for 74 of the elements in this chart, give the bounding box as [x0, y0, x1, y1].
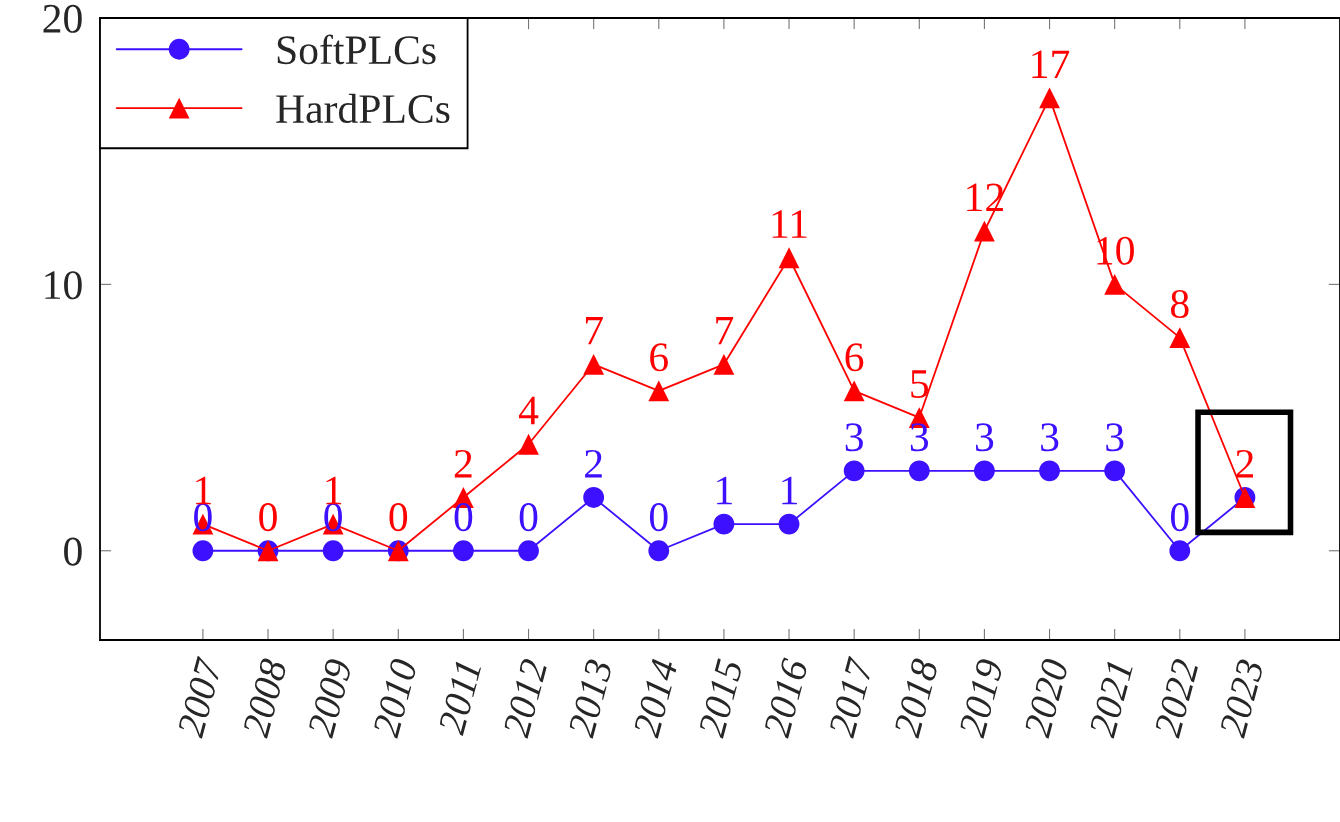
data-label: 17 [1032, 50, 1070, 78]
x-tick-label: 2018 [893, 657, 939, 739]
x-tick-label: 2013 [567, 658, 613, 739]
y-tick-label: 0 [64, 537, 82, 566]
point [1039, 460, 1060, 482]
x-tick-label: 2022 [1153, 657, 1200, 739]
point [778, 513, 800, 535]
data-label: 3 [1106, 423, 1124, 452]
x-tick-label: 2020 [1023, 657, 1069, 739]
x-tick-label: 2021 [1088, 660, 1134, 739]
point [518, 540, 539, 562]
data-label: 0 [1170, 503, 1189, 532]
data-label: 1 [717, 476, 732, 505]
data-label: 2 [1236, 449, 1254, 478]
point [1104, 273, 1126, 295]
legend-label: SoftPLCs [277, 34, 436, 65]
data-label: 3 [845, 423, 863, 452]
x-tick-label: 2012 [502, 657, 548, 739]
data-label: 11 [772, 210, 807, 238]
y-tick-label: 20 [43, 4, 82, 33]
data-label: 7 [716, 317, 734, 345]
data-label: 2 [585, 449, 602, 478]
point [648, 380, 670, 402]
data-label: 1 [782, 476, 797, 505]
point [1169, 327, 1191, 349]
data-label: 0 [194, 503, 212, 532]
data-label: 3 [910, 423, 929, 452]
point [518, 433, 539, 455]
data-label: 0 [649, 503, 668, 532]
x-tick-label: 2008 [242, 657, 288, 739]
data-label: 8 [1170, 289, 1189, 319]
point [192, 540, 214, 562]
x-tick-label: 2011 [437, 660, 482, 737]
data-label: 6 [845, 343, 864, 372]
point [648, 540, 670, 562]
point [1169, 540, 1191, 562]
data-label: 5 [911, 370, 929, 398]
point [843, 460, 865, 482]
x-tick-label: 2014 [632, 657, 679, 739]
point [583, 487, 605, 508]
point [778, 247, 800, 269]
x-tick-label: 2017 [828, 655, 874, 739]
data-label: 0 [389, 503, 408, 532]
data-label: 0 [259, 503, 277, 532]
y-tick-label: 10 [45, 271, 82, 300]
data-label: 1 [196, 476, 211, 505]
point [908, 460, 930, 482]
data-label: 2 [454, 449, 472, 478]
data-label: 3 [1041, 423, 1059, 452]
data-label: 6 [650, 343, 668, 372]
x-tick-label: 2019 [958, 657, 1004, 739]
x-tick-label: 2009 [307, 657, 353, 739]
point [973, 220, 995, 242]
data-label: 1 [326, 476, 342, 505]
point [583, 353, 605, 375]
x-tick-label: 2023 [1218, 658, 1265, 739]
point [1104, 460, 1126, 482]
point [322, 540, 344, 562]
point [1039, 87, 1060, 109]
point [713, 513, 735, 535]
x-tick-label: 2007 [176, 655, 223, 739]
x-tick-label: 2016 [763, 657, 809, 739]
data-label: 4 [518, 396, 539, 425]
point [452, 540, 474, 562]
x-tick-label: 2015 [697, 658, 744, 739]
point [973, 460, 995, 482]
legend-label: HardPLCs [276, 93, 450, 124]
x-tick-label: 2010 [372, 657, 418, 739]
point [843, 380, 865, 402]
data-label: 7 [585, 317, 603, 345]
data-label: 0 [454, 503, 473, 532]
data-label: 0 [519, 503, 538, 532]
point [713, 353, 735, 375]
data-label: 3 [975, 423, 994, 452]
